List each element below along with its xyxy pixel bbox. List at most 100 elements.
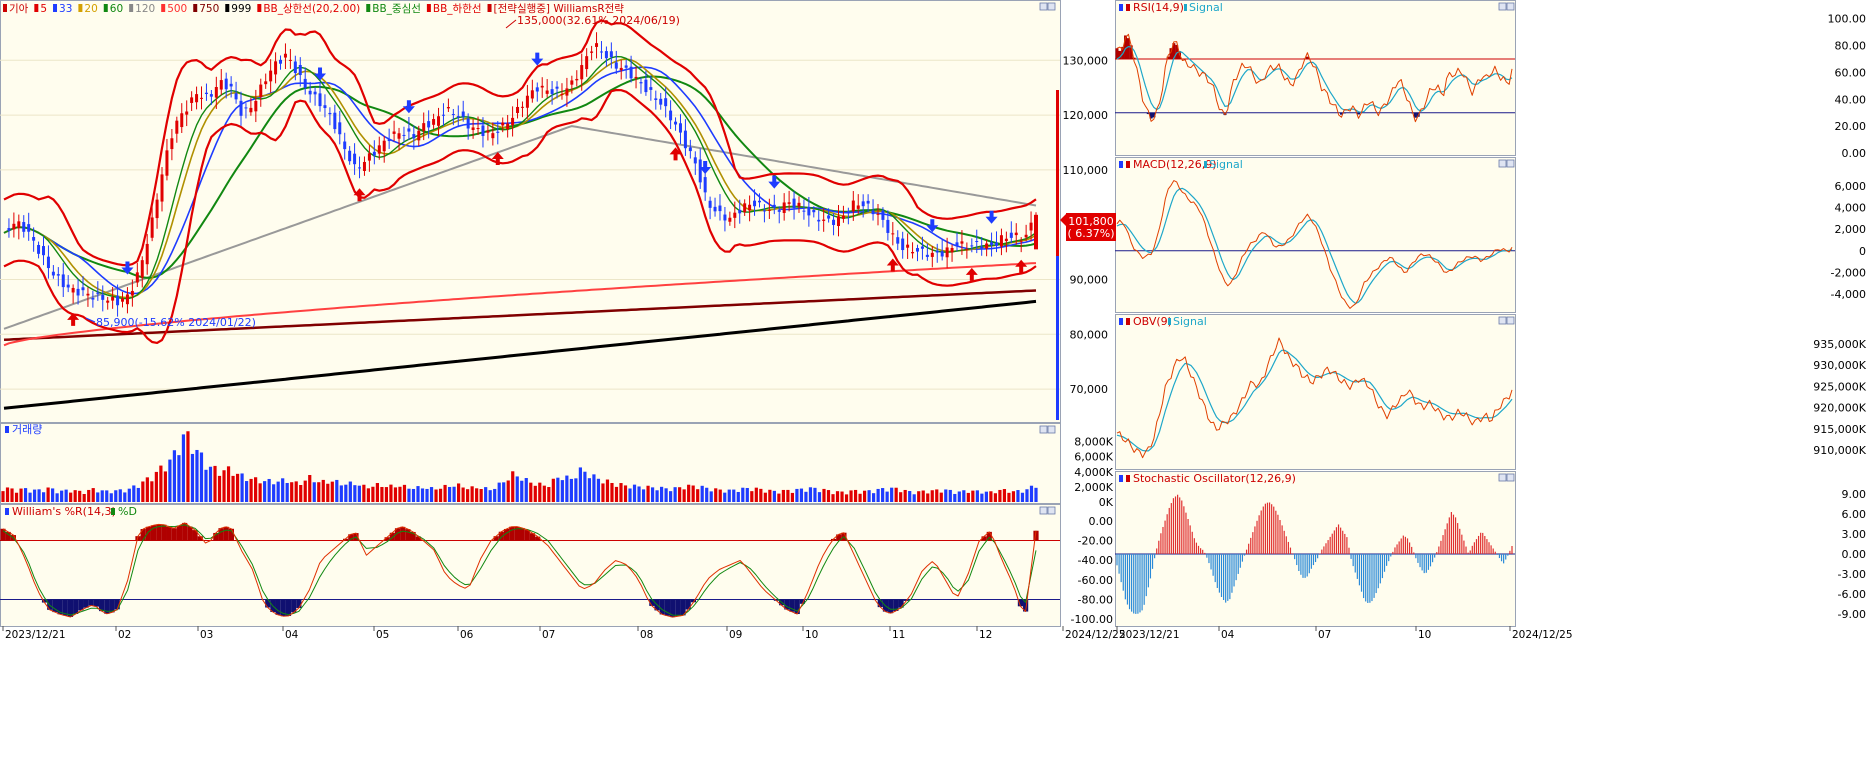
obv-y-axis: 935,000K 930,000K 925,000K 920,000K 915,000K…: [1813, 338, 1866, 457]
wr-oversold-fill: [41, 599, 48, 603]
candle-body: [925, 254, 929, 257]
candle-body: [980, 246, 984, 249]
volume-bar: [281, 478, 285, 502]
sell-signal-arrow: [531, 52, 544, 66]
macd-lines: [1115, 180, 1515, 309]
volume-bar: [60, 490, 64, 502]
wr-oversold-fill: [62, 599, 68, 616]
candle-body: [866, 200, 870, 204]
rsi-oversold-fill: [1149, 112, 1153, 119]
volume-bar: [96, 492, 100, 502]
buy-signal-arrow: [669, 147, 682, 161]
candle-body: [372, 151, 376, 156]
volume-bar: [91, 488, 95, 502]
candle-body: [585, 56, 589, 70]
wr-overbought-fill: [145, 526, 151, 541]
volume-bar: [276, 481, 280, 502]
volume-bar: [750, 491, 754, 502]
volume-bar: [953, 493, 957, 502]
volume-bar: [849, 490, 853, 502]
price-y-tick-label: 90,000: [1070, 274, 1109, 287]
volume-bar: [150, 481, 154, 502]
sell-signal-arrow: [402, 100, 415, 114]
volume-bar: [145, 477, 149, 502]
legend-marker: [53, 4, 58, 12]
macd-title: MACD(12,26,9) Signal: [1119, 158, 1243, 171]
volume-bar: [691, 485, 695, 502]
candle-body: [762, 210, 766, 212]
rsi-lines: [1115, 33, 1515, 123]
candle-body: [1014, 232, 1018, 236]
candle-body: [229, 83, 233, 87]
date-tick-label: 10: [805, 629, 818, 641]
volume-bar: [718, 489, 722, 502]
sell-signal-arrow: [926, 219, 939, 233]
volume-bar: [578, 467, 582, 502]
wr-overbought-fill: [519, 527, 525, 541]
panel-close-button: [1506, 2, 1515, 11]
wr-oversold-fill: [799, 599, 806, 604]
wr-overbought-fill: [836, 534, 842, 541]
candle-body: [674, 121, 678, 125]
panel-close-button: [1506, 473, 1515, 482]
macd-panel: [1115, 157, 1515, 312]
wr-overbought-fill: [0, 528, 6, 541]
low-annotation: 85,900(-15.62% 2024/01/22): [96, 316, 256, 329]
volume-bar: [569, 478, 573, 502]
candle-body: [313, 91, 317, 95]
candle-body: [654, 98, 658, 100]
rsi-y-tick-label: 0.00: [1842, 147, 1867, 160]
rsi-panel: [1115, 0, 1515, 155]
volume-bar: [966, 492, 970, 502]
volume-bar: [222, 470, 226, 502]
volume-bar: [881, 488, 885, 502]
volume-bar: [917, 491, 921, 502]
candle-body: [170, 138, 174, 150]
volume-bar: [623, 485, 628, 502]
volume-bar: [330, 481, 334, 502]
volume-bar: [858, 493, 862, 502]
volume-bar: [908, 491, 912, 502]
volume-y-tick-label: 6,000K: [1074, 451, 1113, 464]
volume-bar: [989, 491, 993, 502]
volume-bar: [650, 487, 655, 502]
volume-bar: [466, 489, 470, 502]
candle-body: [466, 118, 470, 129]
volume-bar: [141, 481, 145, 502]
volume-bar: [55, 493, 59, 502]
volume-bar: [1002, 489, 1007, 502]
wr-overbought-fill: [493, 536, 499, 541]
rsi-y-axis: 100.00 80.00 60.00 40.00 20.00 0.00: [1828, 13, 1867, 160]
volume-title-text: 거래량: [12, 423, 42, 436]
candle-body: [338, 122, 342, 135]
volume-bar: [181, 434, 186, 502]
candle-body: [812, 209, 816, 213]
sell-signal-arrow: [314, 67, 327, 81]
candle-body: [669, 110, 673, 121]
sell-signal-arrow: [768, 175, 781, 189]
wr-oversold-fill: [659, 599, 665, 615]
candle-body: [975, 241, 979, 243]
volume-bar: [795, 488, 799, 502]
volume-bar: [754, 487, 758, 502]
wr-oversold-fill: [1017, 599, 1024, 607]
macd-y-tick-label: -4,000: [1831, 288, 1866, 301]
obv-title-marker-red: [1126, 318, 1130, 325]
buy-signal-arrow: [353, 188, 366, 202]
rsi-overbought-fill: [1175, 44, 1179, 59]
candle-body: [318, 93, 322, 107]
candle-body: [599, 51, 603, 53]
candle-body: [787, 202, 791, 204]
macd-title-text: MACD(12,26,9): [1133, 158, 1217, 171]
candle-body: [535, 87, 539, 92]
price-tag-change: ( 6.37%): [1067, 227, 1114, 240]
volume-bar: [249, 478, 253, 502]
wr-oversold-fill: [73, 599, 79, 614]
wr-overbought-fill: [197, 536, 203, 541]
candle-body: [32, 237, 36, 241]
candle-body: [516, 106, 520, 113]
candle-body: [367, 153, 371, 161]
bb-lower-line: [3, 88, 1037, 344]
wr-overbought-fill: [176, 525, 183, 541]
volume-bar: [632, 484, 637, 502]
